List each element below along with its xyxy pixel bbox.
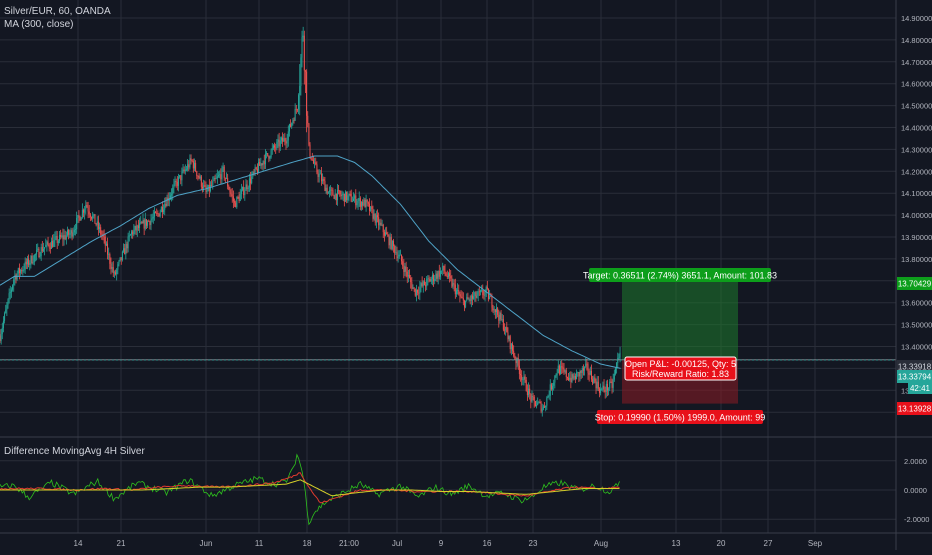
- stop-label-text: Stop: 0.19990 (1.50%) 1999.0, Amount: 99: [595, 413, 766, 423]
- time-tick-label: 13: [672, 539, 681, 548]
- oscillator-tick-label: 2.0000: [904, 457, 927, 466]
- svg-text:13.13928: 13.13928: [898, 405, 932, 414]
- price-tick-label: 14.90000: [901, 14, 932, 23]
- price-tick-label: 13.50000: [901, 321, 932, 330]
- oscillator-tick-label: -2.0000: [904, 515, 929, 524]
- oscillator-tick-label: 0.0000: [904, 486, 927, 495]
- price-tick-label: 14.70000: [901, 58, 932, 67]
- time-tick-label: Aug: [594, 539, 608, 548]
- symbol-title[interactable]: Silver/EUR, 60, OANDA: [4, 6, 111, 18]
- time-tick-label: 18: [303, 539, 312, 548]
- target-label[interactable]: Target: 0.36511 (2.74%) 3651.1, Amount: …: [583, 268, 777, 282]
- time-tick-label: Jul: [392, 539, 402, 548]
- time-tick-label: 20: [717, 539, 726, 548]
- badge-target: 13.70429: [897, 277, 932, 290]
- price-tick-label: 13.80000: [901, 255, 932, 264]
- risk-reward-text: Risk/Reward Ratio: 1.83: [632, 369, 729, 379]
- svg-text:42:41: 42:41: [910, 384, 931, 393]
- ma-indicator-label[interactable]: MA (300, close): [4, 19, 73, 31]
- time-tick-label: 9: [439, 539, 444, 548]
- price-tick-label: 13.40000: [901, 343, 932, 352]
- time-tick-label: Jun: [200, 539, 213, 548]
- price-tick-label: 14.30000: [901, 145, 932, 154]
- price-tick-label: 14.10000: [901, 189, 932, 198]
- oscillator-series-red: [0, 473, 620, 503]
- time-tick-label: 11: [255, 539, 264, 548]
- stop-label[interactable]: Stop: 0.19990 (1.50%) 1999.0, Amount: 99: [595, 410, 766, 424]
- oscillator-axis[interactable]: 2.0000 0.0000 -2.0000: [904, 457, 929, 524]
- price-tick-label: 13.60000: [901, 299, 932, 308]
- price-tick-label: 14.60000: [901, 80, 932, 89]
- badge-stop: 13.13928: [897, 402, 932, 415]
- svg-text:13.33794: 13.33794: [898, 373, 932, 382]
- time-tick-label: Sep: [808, 539, 823, 548]
- price-tick-label: 14.20000: [901, 167, 932, 176]
- oscillator-title[interactable]: Difference MovingAvg 4H Silver: [4, 446, 145, 458]
- target-label-text: Target: 0.36511 (2.74%) 3651.1, Amount: …: [583, 271, 777, 281]
- time-axis[interactable]: 14 21 Jun 11 18 21:00 Jul 9 16 23 Aug 13 20 27 Sep: [74, 539, 823, 548]
- ma-line: [0, 156, 621, 368]
- time-tick-label: 21:00: [339, 539, 360, 548]
- target-zone[interactable]: [622, 280, 738, 360]
- price-tick-label: 14.40000: [901, 124, 932, 133]
- svg-text:13.70429: 13.70429: [898, 280, 932, 289]
- open-pnl-text: Open P&L: -0.00125, Qty: 5: [625, 359, 736, 369]
- price-tick-label: 14.00000: [901, 211, 932, 220]
- price-axis[interactable]: 14.90000 14.80000 14.70000 14.60000 14.50000…: [901, 14, 932, 417]
- price-tick-label: 13.90000: [901, 233, 932, 242]
- time-tick-label: 14: [74, 539, 83, 548]
- badge-current: 13.33794: [897, 370, 932, 383]
- candlesticks: [0, 27, 621, 417]
- price-tick-label: 14.80000: [901, 36, 932, 45]
- time-tick-label: 27: [764, 539, 773, 548]
- price-tick-label: 14.50000: [901, 102, 932, 111]
- badge-countdown: 42:41: [908, 382, 932, 394]
- time-tick-label: 21: [117, 539, 126, 548]
- time-tick-label: 23: [529, 539, 538, 548]
- time-tick-label: 16: [483, 539, 492, 548]
- position-label[interactable]: Open P&L: -0.00125, Qty: 5 Risk/Reward R…: [625, 357, 736, 380]
